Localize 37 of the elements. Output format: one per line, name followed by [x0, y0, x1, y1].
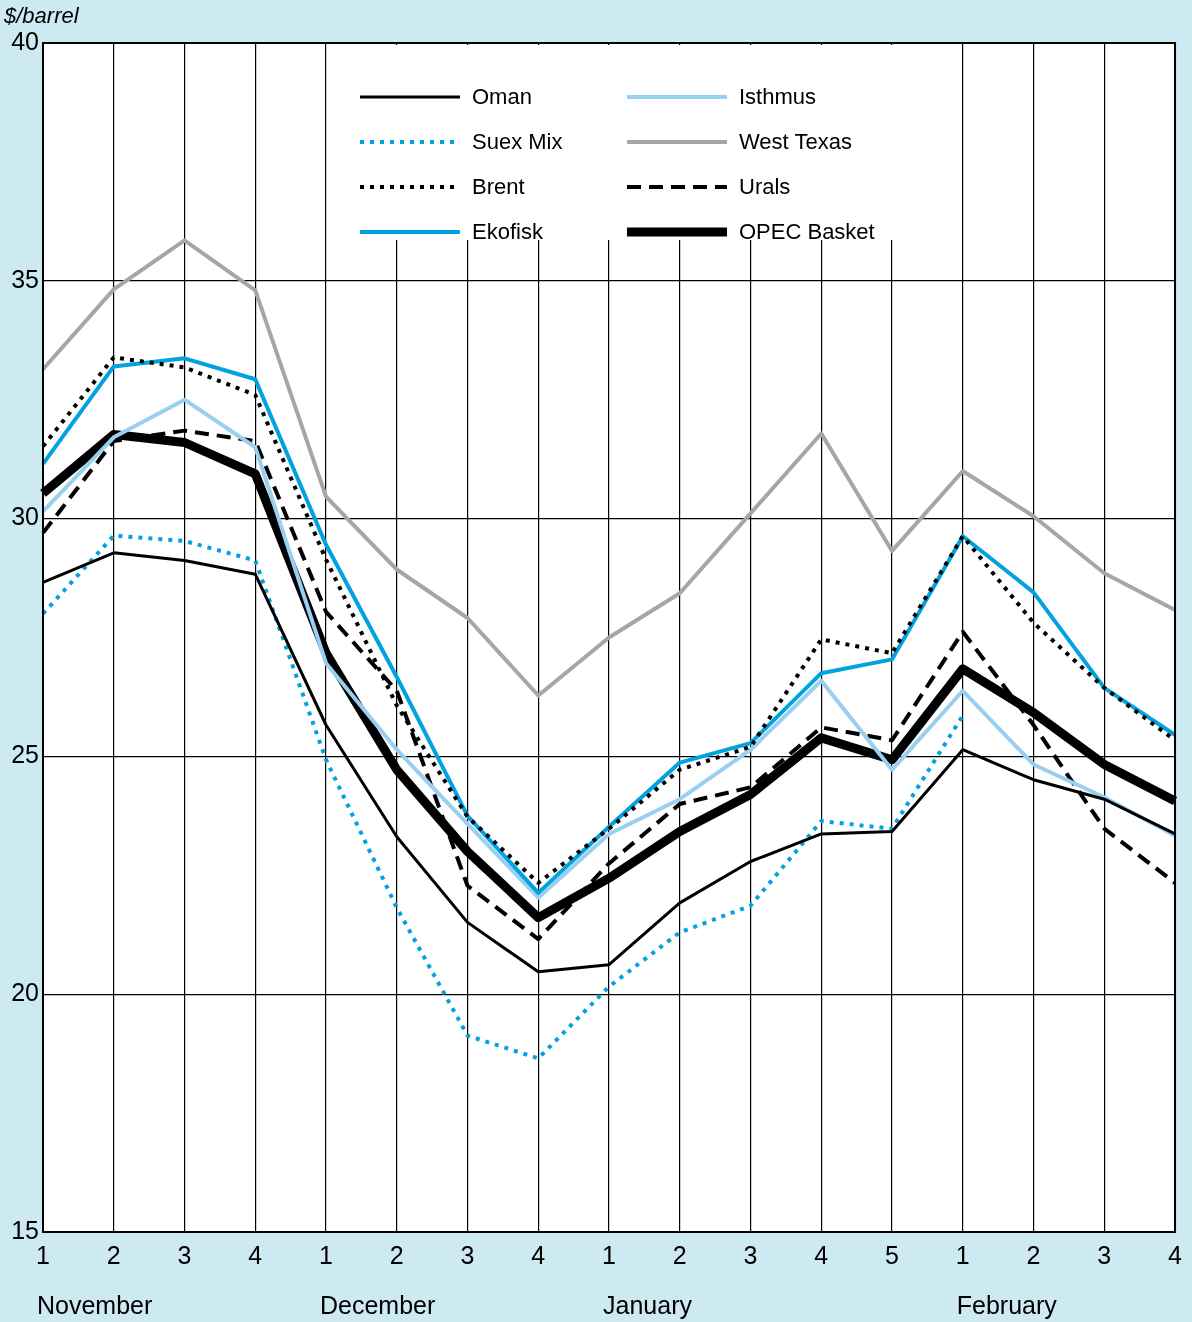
- x-tick-label: 1: [36, 1240, 50, 1269]
- x-tick-label: 4: [531, 1240, 546, 1269]
- text: November: [37, 1290, 153, 1319]
- legend-label: West Texas: [739, 129, 852, 155]
- text: January: [603, 1290, 693, 1319]
- x-tick-label: 2: [1026, 1240, 1041, 1269]
- legend-label: Oman: [472, 84, 532, 110]
- x-tick-label: 4: [248, 1240, 263, 1269]
- y-tick-label: 25: [11, 740, 39, 769]
- x-tick-label: 2: [672, 1240, 687, 1269]
- x-tick-label: 4: [1168, 1240, 1183, 1269]
- x-tick-label: 4: [814, 1240, 829, 1269]
- x-tick-label: 1: [602, 1240, 616, 1269]
- text: February: [956, 1290, 1058, 1319]
- y-tick-label: 20: [11, 978, 39, 1007]
- legend-label: OPEC Basket: [739, 219, 875, 245]
- legend-label: Isthmus: [739, 84, 817, 110]
- y-tick-label: 30: [11, 502, 39, 531]
- y-tick-label: 35: [11, 264, 39, 293]
- y-axis-title: $/barrel: [3, 3, 80, 29]
- y-tick-label: 40: [11, 26, 39, 55]
- x-tick-label: 2: [106, 1240, 121, 1269]
- line-series: [41, 533, 965, 1061]
- legend-label: Ekofisk: [472, 219, 544, 245]
- x-tick-label: 3: [177, 1240, 192, 1269]
- legend-label: Suex Mix: [472, 129, 563, 155]
- y-tick-label: 15: [11, 1215, 39, 1244]
- x-tick-label: 3: [1097, 1240, 1112, 1269]
- x-tick-label: 3: [460, 1240, 475, 1269]
- x-tick-label: 2: [389, 1240, 404, 1269]
- legend-label: Brent: [472, 174, 525, 200]
- legend-label: Urals: [739, 174, 791, 200]
- x-tick-label: 5: [885, 1240, 899, 1269]
- x-tick-label: 3: [743, 1240, 758, 1269]
- text: December: [320, 1290, 436, 1319]
- x-tick-label: 1: [955, 1240, 970, 1269]
- x-tick-label: 1: [319, 1240, 333, 1269]
